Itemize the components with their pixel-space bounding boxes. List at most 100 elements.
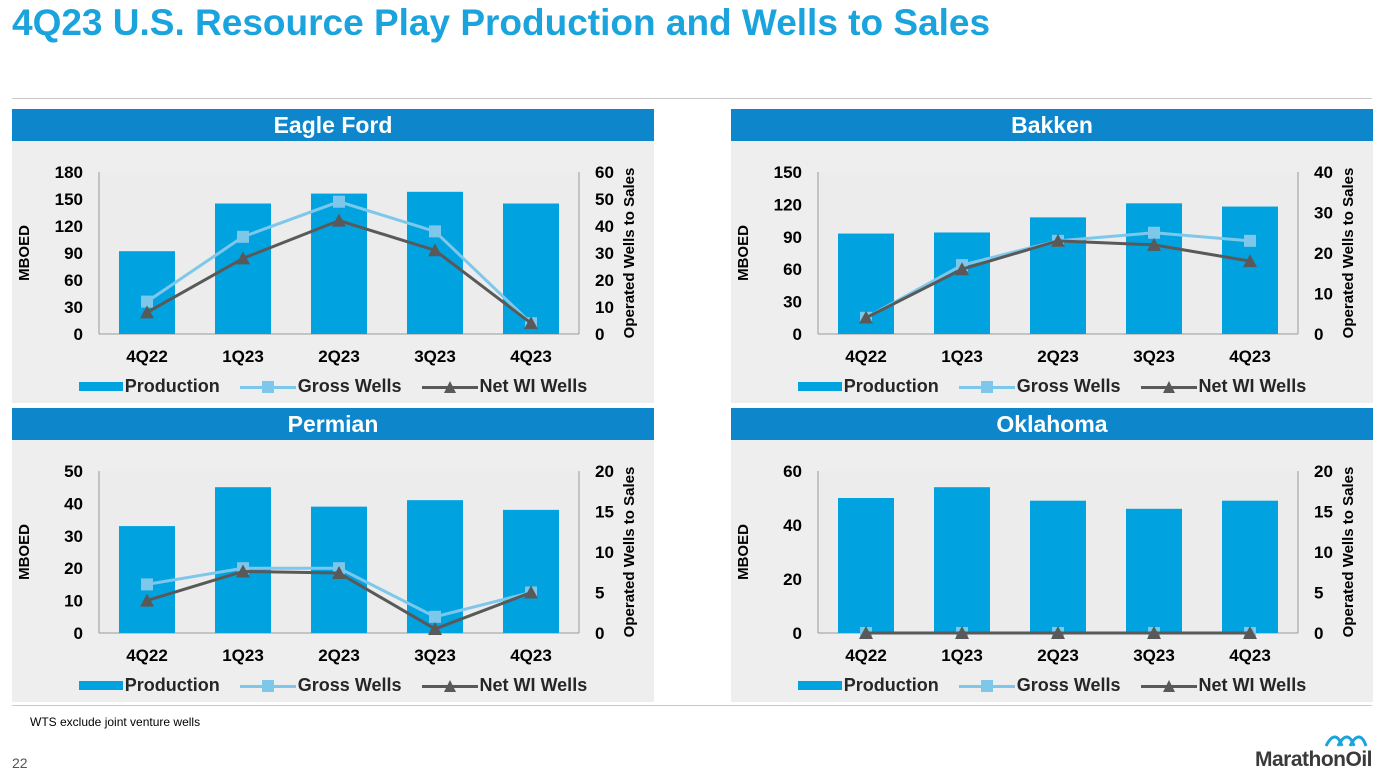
right-tick-label: 0 <box>595 624 604 643</box>
production-bar <box>934 232 990 334</box>
left-axis-title: MBOED <box>735 225 752 281</box>
net-wells-swatch <box>1140 679 1197 693</box>
net-wells-point <box>1243 626 1257 639</box>
x-tick-label: 1Q23 <box>941 646 983 665</box>
left-tick-label: 60 <box>783 462 802 481</box>
production-bar <box>1126 508 1182 633</box>
x-tick-label: 3Q23 <box>414 347 456 366</box>
left-tick-label: 10 <box>64 592 83 611</box>
net-wells-point <box>140 305 154 319</box>
left-axis-title: MBOED <box>735 524 752 580</box>
net-wells-swatch <box>421 679 478 693</box>
net-wells-point <box>1147 237 1161 251</box>
triangle-marker-icon <box>443 380 456 393</box>
production-swatch <box>78 382 123 391</box>
right-tick-label: 5 <box>1314 584 1323 603</box>
panel-title: Bakken <box>731 109 1373 141</box>
x-tick-label: 4Q22 <box>126 646 168 665</box>
left-tick-label: 120 <box>774 195 802 214</box>
net-wells-swatch <box>421 380 478 394</box>
right-tick-label: 15 <box>1314 503 1333 522</box>
right-tick-label: 10 <box>595 543 614 562</box>
chart-body: 0 30 60 90 120 150 180 0 10 20 30 40 50 60 MBOED Operat… <box>12 141 654 403</box>
gross-wells-swatch <box>239 380 296 394</box>
gross-wells-point <box>333 195 345 208</box>
right-tick-label: 20 <box>595 462 614 481</box>
square-marker-icon <box>980 679 993 692</box>
legend-net-wells: Net WI Wells <box>1140 675 1306 696</box>
gross-wells-point <box>141 295 153 308</box>
right-tick-label: 5 <box>595 584 604 603</box>
production-swatch <box>797 681 842 690</box>
legend-production-label: Production <box>124 376 220 396</box>
x-tick-label: 2Q23 <box>1037 347 1079 366</box>
right-tick-label: 15 <box>595 503 614 522</box>
gross-wells-point <box>237 230 249 243</box>
panel-title: Permian <box>12 408 654 440</box>
legend-production: Production <box>797 376 939 397</box>
legend-net-wells: Net WI Wells <box>421 675 587 696</box>
bottom-divider <box>12 705 1372 706</box>
panel-title: Eagle Ford <box>12 109 654 141</box>
x-tick-label: 3Q23 <box>1133 347 1175 366</box>
legend-production: Production <box>797 675 939 696</box>
top-divider <box>12 98 1372 99</box>
x-tick-label: 4Q23 <box>510 347 552 366</box>
net-wells-point <box>955 262 969 276</box>
legend-production: Production <box>78 376 220 397</box>
square-marker-icon <box>980 380 993 393</box>
legend-gross-wells: Gross Wells <box>958 376 1121 397</box>
chart-bakken: 0 30 60 90 120 150 0 10 20 30 40 MBOED Operated Well… <box>735 163 1357 366</box>
panel-permian: Permian 0 10 20 30 40 50 0 5 10 15 20 MBOED Operated… <box>12 408 654 702</box>
left-tick-label: 50 <box>64 462 83 481</box>
chart-eagle-ford: 0 30 60 90 120 150 180 0 10 20 30 40 50 60 MBOED Operat… <box>16 163 638 366</box>
left-tick-label: 60 <box>64 271 83 290</box>
net-wells-point <box>524 585 538 599</box>
production-bar <box>503 203 559 334</box>
chart-legend: Production Gross Wells Net WI Wells <box>731 675 1373 696</box>
x-tick-label: 4Q22 <box>845 347 887 366</box>
left-tick-label: 20 <box>783 570 802 589</box>
legend-production: Production <box>78 675 220 696</box>
right-tick-label: 10 <box>1314 285 1333 304</box>
gross-wells-point <box>1148 226 1160 239</box>
chart-legend: Production Gross Wells Net WI Wells <box>731 376 1373 397</box>
right-axis-title: Operated Wells to Sales <box>621 168 638 339</box>
right-tick-label: 10 <box>595 298 614 317</box>
legend-gross-label: Gross Wells <box>297 376 402 396</box>
production-bar <box>934 487 990 633</box>
right-tick-label: 20 <box>595 271 614 290</box>
right-axis-title: Operated Wells to Sales <box>1340 467 1357 638</box>
logo-text: MarathonOil <box>1254 748 1373 771</box>
production-bar <box>407 191 463 334</box>
net-wells-point <box>955 626 969 639</box>
left-axis-title: MBOED <box>16 524 33 580</box>
production-bar <box>1222 500 1278 633</box>
gross-wells-swatch <box>958 380 1015 394</box>
net-wells-point <box>236 251 250 265</box>
net-wells-point <box>140 593 154 607</box>
left-tick-label: 60 <box>783 260 802 279</box>
left-tick-label: 150 <box>55 190 83 209</box>
left-tick-label: 150 <box>774 163 802 182</box>
chart-legend: Production Gross Wells Net WI Wells <box>12 376 654 397</box>
panel-title: Oklahoma <box>731 408 1373 440</box>
left-tick-label: 120 <box>55 217 83 236</box>
right-tick-label: 10 <box>1314 543 1333 562</box>
page-number: 22 <box>12 755 28 771</box>
x-tick-label: 1Q23 <box>222 646 264 665</box>
slide-title: 4Q23 U.S. Resource Play Production and W… <box>12 2 991 43</box>
chart-oklahoma: 0 20 40 60 0 5 10 15 20 MBOED Operated Wells to Sa… <box>735 462 1357 665</box>
chart-body: 0 10 20 30 40 50 0 5 10 15 20 MBOED Operated Wells t… <box>12 440 654 702</box>
left-tick-label: 0 <box>793 624 802 643</box>
net-wells-point <box>428 243 442 257</box>
net-wells-point <box>1243 254 1257 268</box>
chart-permian: 0 10 20 30 40 50 0 5 10 15 20 MBOED Operated Wells t… <box>16 462 638 665</box>
production-bar <box>1030 500 1086 633</box>
panel-eagle-ford: Eagle Ford 0 30 60 90 120 150 180 0 10 20 30 40 50 60… <box>12 109 654 403</box>
production-bar <box>1126 203 1182 334</box>
production-bar <box>503 509 559 633</box>
x-tick-label: 3Q23 <box>1133 646 1175 665</box>
left-axis-title: MBOED <box>16 225 33 281</box>
square-marker-icon <box>261 380 274 393</box>
